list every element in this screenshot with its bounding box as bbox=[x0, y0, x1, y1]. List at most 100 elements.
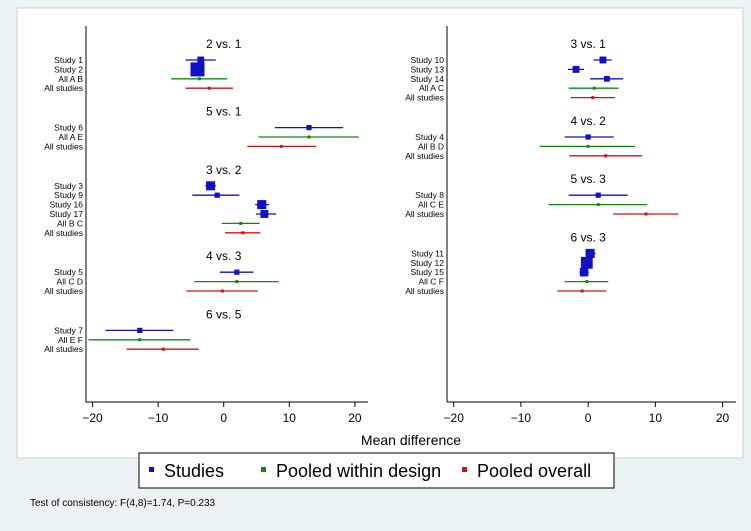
row-label: All B D bbox=[418, 141, 444, 151]
point-estimate-marker bbox=[161, 347, 165, 351]
row-label: Study 5 bbox=[54, 267, 83, 277]
legend-label: Pooled overall bbox=[477, 461, 591, 481]
row-label: All C E bbox=[418, 200, 444, 210]
row-label: All C F bbox=[419, 277, 445, 287]
point-estimate-marker bbox=[239, 221, 243, 225]
row-label: Study 15 bbox=[410, 267, 444, 277]
point-estimate-marker bbox=[220, 289, 224, 293]
row-label: Study 6 bbox=[54, 123, 83, 133]
point-estimate-marker bbox=[585, 134, 591, 140]
point-estimate-marker bbox=[580, 256, 593, 269]
point-estimate-marker bbox=[595, 192, 601, 198]
row-label: Study 13 bbox=[410, 64, 444, 74]
point-estimate-marker bbox=[241, 231, 245, 235]
legend-label: Pooled within design bbox=[276, 461, 441, 481]
point-estimate-marker bbox=[234, 269, 240, 275]
x-tick-label: 20 bbox=[716, 411, 730, 425]
row-label: Study 14 bbox=[410, 74, 444, 84]
point-estimate-marker bbox=[596, 203, 600, 207]
group-title: 6 vs. 5 bbox=[206, 307, 242, 321]
legend-marker bbox=[149, 467, 154, 472]
x-tick-label: 10 bbox=[649, 411, 663, 425]
row-label: Study 16 bbox=[49, 200, 83, 210]
x-tick-label: 0 bbox=[220, 411, 227, 425]
row-label: All studies bbox=[44, 286, 83, 296]
row-label: All B C bbox=[57, 218, 83, 228]
point-estimate-marker bbox=[260, 210, 269, 218]
row-label: Study 12 bbox=[410, 258, 444, 268]
point-estimate-marker bbox=[197, 56, 205, 64]
row-label: Study 17 bbox=[49, 209, 83, 219]
row-label: All studies bbox=[44, 228, 83, 238]
point-estimate-marker bbox=[235, 280, 239, 284]
row-label: Study 3 bbox=[54, 181, 83, 191]
point-estimate-marker bbox=[591, 96, 595, 100]
point-estimate-marker bbox=[604, 154, 608, 158]
legend-marker bbox=[261, 467, 266, 472]
group-title: 3 vs. 1 bbox=[570, 37, 606, 51]
point-estimate-marker bbox=[306, 125, 312, 131]
point-estimate-marker bbox=[599, 56, 607, 64]
row-label: Study 7 bbox=[54, 325, 83, 335]
row-label: Study 10 bbox=[410, 55, 444, 65]
row-label: Study 9 bbox=[54, 190, 83, 200]
group-title: 6 vs. 3 bbox=[570, 230, 606, 244]
group-title: 5 vs. 1 bbox=[206, 105, 242, 119]
row-label: All studies bbox=[44, 83, 83, 93]
row-label: Study 11 bbox=[411, 248, 444, 258]
x-tick-label: −20 bbox=[444, 411, 465, 425]
point-estimate-marker bbox=[279, 144, 283, 148]
plot-background bbox=[16, 7, 744, 459]
point-estimate-marker bbox=[585, 280, 589, 284]
row-label: All A C bbox=[419, 83, 444, 93]
point-estimate-marker bbox=[197, 77, 201, 81]
row-label: All C D bbox=[57, 277, 83, 287]
row-label: All studies bbox=[405, 93, 444, 103]
row-label: All A E bbox=[58, 132, 83, 142]
row-label: All E F bbox=[58, 335, 83, 345]
x-tick-label: 20 bbox=[348, 411, 362, 425]
consistency-footnote: Test of consistency: F(4,8)=1.74, P=0.23… bbox=[30, 498, 216, 509]
row-label: All studies bbox=[405, 151, 444, 161]
row-label: All A B bbox=[58, 74, 83, 84]
group-title: 4 vs. 3 bbox=[206, 249, 242, 263]
point-estimate-marker bbox=[580, 289, 584, 293]
x-tick-label: −10 bbox=[511, 411, 532, 425]
group-title: 3 vs. 2 bbox=[206, 163, 242, 177]
row-label: All studies bbox=[44, 141, 83, 151]
point-estimate-marker bbox=[257, 200, 267, 210]
x-tick-label: 0 bbox=[585, 411, 592, 425]
legend-label: Studies bbox=[164, 461, 224, 481]
point-estimate-marker bbox=[190, 62, 205, 77]
point-estimate-marker bbox=[586, 144, 590, 148]
row-label: All studies bbox=[405, 209, 444, 219]
row-label: Study 2 bbox=[54, 64, 83, 74]
legend-marker bbox=[462, 467, 467, 472]
point-estimate-marker bbox=[585, 248, 595, 258]
row-label: Study 4 bbox=[415, 132, 444, 142]
point-estimate-marker bbox=[307, 135, 311, 139]
point-estimate-marker bbox=[214, 192, 220, 198]
row-label: Study 1 bbox=[54, 55, 83, 65]
x-tick-label: 10 bbox=[283, 411, 297, 425]
legend-box bbox=[138, 452, 615, 489]
group-title: 5 vs. 3 bbox=[570, 172, 606, 186]
point-estimate-marker bbox=[207, 86, 211, 90]
row-label: Study 8 bbox=[415, 190, 444, 200]
point-estimate-marker bbox=[592, 86, 596, 90]
point-estimate-marker bbox=[579, 267, 589, 277]
row-label: All studies bbox=[405, 286, 444, 296]
row-label: All studies bbox=[44, 344, 83, 354]
point-estimate-marker bbox=[137, 327, 143, 333]
x-axis-title: Mean difference bbox=[361, 432, 461, 448]
point-estimate-marker bbox=[138, 338, 142, 342]
group-title: 4 vs. 2 bbox=[570, 114, 606, 128]
group-title: 2 vs. 1 bbox=[206, 37, 242, 51]
point-estimate-marker bbox=[604, 75, 610, 82]
x-tick-label: −20 bbox=[82, 411, 103, 425]
point-estimate-marker bbox=[206, 181, 216, 191]
x-tick-label: −10 bbox=[148, 411, 169, 425]
point-estimate-marker bbox=[572, 65, 580, 73]
